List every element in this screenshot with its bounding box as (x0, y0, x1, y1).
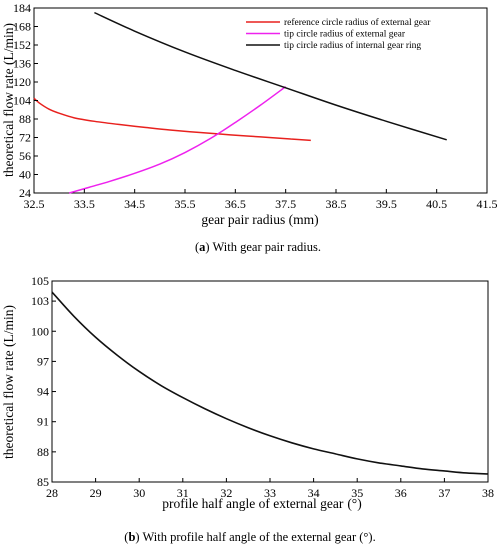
chart-a-x-tick-label: 33.5 (74, 197, 95, 211)
chart-a-caption-text: With gear pair radius. (210, 240, 321, 254)
chart-a-x-tick-label: 39.5 (376, 197, 397, 211)
chart-a-legend: reference circle radius of external gear… (246, 17, 431, 51)
chart-a-y-tick-label: 136 (13, 57, 31, 71)
chart-b-x-tick-label: 37 (438, 486, 450, 500)
chart-a-y-tick-label: 40 (19, 168, 31, 182)
chart-b-y-tick-label: 94 (37, 385, 49, 399)
chart-b-y-tick-label: 88 (37, 445, 49, 459)
chart-b-y-tick-label: 103 (31, 294, 49, 308)
chart-a-x-tick-label: 38.5 (326, 197, 347, 211)
chart-a-y-tick-label: 104 (13, 94, 31, 108)
chart-a-y-ticks: 24 40 56 72 88 104 120 136 152 168 184 (13, 1, 38, 200)
chart-a-caption: (a) With gear pair radius. (195, 240, 321, 254)
chart-b-x-axis-label-unit: (°) (347, 496, 361, 511)
chart-a: 32.5 33.5 34.5 35.5 36.5 37.5 38.5 39.5 40.5 41.5… (1, 1, 498, 254)
chart-b-x-tick-label: 35 (351, 486, 363, 500)
chart-a-y-tick-label: 56 (19, 149, 31, 163)
chart-a-x-tick-label: 41.5 (477, 197, 498, 211)
chart-a-y-tick-label: 88 (19, 112, 31, 126)
chart-a-y-tick-label: 168 (13, 20, 31, 34)
chart-b-y-tick-label: 100 (31, 324, 49, 338)
chart-b: 28 29 30 31 32 33 34 35 36 37 38 85 88 91 94 97 100 103 1… (1, 274, 494, 544)
chart-a-y-tick-label: 24 (19, 186, 31, 200)
chart-a-series-line-1 (69, 86, 287, 194)
chart-a-legend-label-2: tip circle radius of internal gear ring (284, 40, 421, 51)
chart-b-caption-letter: b (128, 530, 135, 544)
chart-b-x-tick-label: 30 (133, 486, 145, 500)
chart-a-legend-label-1: tip circle radius of external gear (284, 29, 406, 40)
chart-b-y-tick-label: 91 (37, 415, 49, 429)
chart-a-x-axis-label: gear pair radius (mm) (201, 212, 318, 227)
chart-a-x-ticks: 32.5 33.5 34.5 35.5 36.5 37.5 38.5 39.5 40.5 41.5 (24, 189, 498, 211)
chart-b-y-axis-label: theoretical flow rate (L/min) (1, 305, 16, 459)
chart-a-x-tick-label: 32.5 (24, 197, 45, 211)
chart-b-plot-frame (51, 280, 489, 483)
chart-b-x-axis-label-text: profile half angle of external gear (162, 496, 344, 511)
chart-b-x-tick-label: 36 (395, 486, 407, 500)
chart-b-x-tick-label: 29 (90, 486, 102, 500)
chart-a-plot-frame (33, 7, 488, 194)
chart-b-x-axis-label: profile half angle of external gear (°) (162, 496, 361, 511)
chart-a-legend-label-0: reference circle radius of external gear (284, 17, 431, 28)
chart-a-y-tick-label: 152 (13, 38, 31, 52)
chart-b-y-tick-label: 105 (31, 274, 49, 288)
chart-a-x-tick-label: 40.5 (426, 197, 447, 211)
chart-a-y-axis-label: theoretical flow rate (L/min) (1, 23, 16, 177)
chart-b-x-tick-label: 32 (220, 486, 232, 500)
chart-a-x-tick-label: 36.5 (225, 197, 246, 211)
chart-a-caption-letter: a (199, 240, 206, 254)
chart-a-x-tick-label: 37.5 (275, 197, 296, 211)
chart-b-x-tick-label: 31 (177, 486, 189, 500)
chart-b-caption-text: With profile half angle of the external … (140, 530, 376, 544)
chart-b-x-ticks: 28 29 30 31 32 33 34 35 36 37 38 (46, 478, 494, 500)
chart-a-y-tick-label: 184 (13, 1, 31, 15)
chart-b-series-line-0 (51, 291, 489, 475)
chart-a-x-tick-label: 35.5 (175, 197, 196, 211)
chart-b-caption: (b) With profile half angle of the exter… (124, 530, 375, 544)
chart-b-x-tick-label: 34 (308, 486, 320, 500)
chart-a-lines (33, 11, 447, 194)
chart-b-x-tick-label: 28 (46, 486, 58, 500)
chart-b-lines (51, 291, 489, 475)
chart-b-x-tick-label: 33 (264, 486, 276, 500)
chart-a-series-line-0 (33, 97, 311, 142)
chart-b-y-tick-label: 85 (37, 475, 49, 489)
chart-b-y-tick-label: 97 (37, 354, 49, 368)
chart-a-x-tick-label: 34.5 (124, 197, 145, 211)
chart-a-series-line-2 (94, 11, 447, 141)
chart-b-y-ticks: 85 88 91 94 97 100 103 105 (31, 274, 56, 489)
chart-a-y-tick-label: 72 (19, 131, 31, 145)
chart-a-y-tick-label: 120 (13, 75, 31, 89)
chart-b-x-tick-label: 38 (482, 486, 494, 500)
